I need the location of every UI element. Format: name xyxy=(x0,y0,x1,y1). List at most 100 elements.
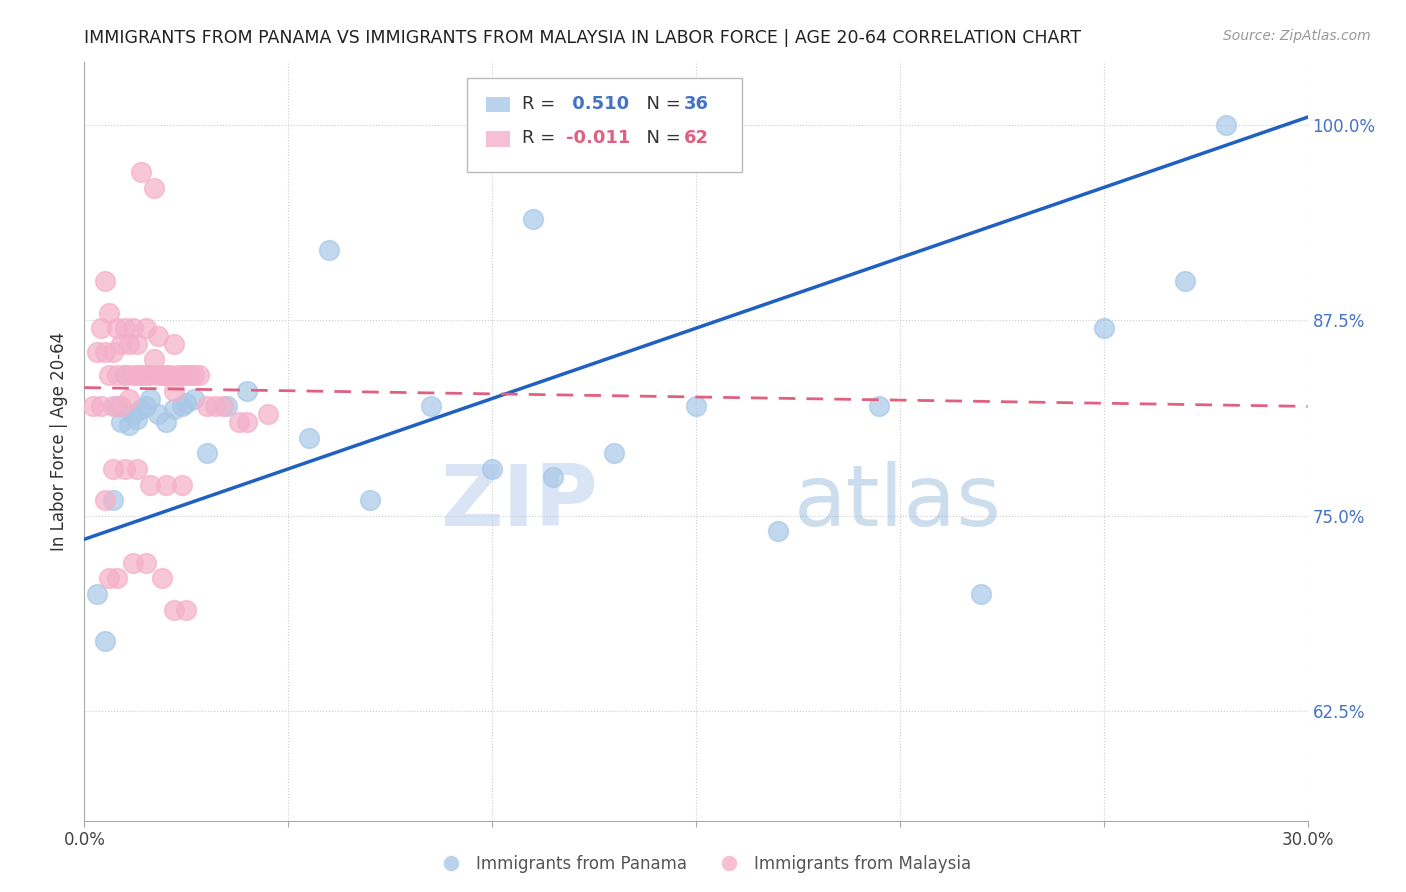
Point xyxy=(195,400,218,414)
Point xyxy=(122,556,145,570)
Point xyxy=(114,368,136,383)
Point xyxy=(420,400,443,414)
Point xyxy=(359,493,381,508)
FancyBboxPatch shape xyxy=(485,97,510,112)
Point xyxy=(217,400,239,414)
Point xyxy=(97,305,120,319)
Point xyxy=(122,368,145,383)
Text: 36: 36 xyxy=(683,95,709,113)
Point xyxy=(110,400,132,414)
Point xyxy=(603,446,626,460)
Point xyxy=(86,344,108,359)
Text: atlas: atlas xyxy=(794,460,1002,544)
Point xyxy=(122,321,145,335)
Point xyxy=(236,415,259,429)
Point xyxy=(257,407,280,421)
Point xyxy=(146,407,169,421)
Point xyxy=(138,392,160,406)
Text: ZIP: ZIP xyxy=(440,460,598,544)
FancyBboxPatch shape xyxy=(485,131,510,146)
Text: -0.011: -0.011 xyxy=(567,129,631,147)
Point xyxy=(172,477,194,491)
Point xyxy=(101,400,124,414)
Point xyxy=(138,368,160,383)
Point xyxy=(127,462,149,476)
Legend: Immigrants from Panama, Immigrants from Malaysia: Immigrants from Panama, Immigrants from … xyxy=(427,848,979,880)
Point xyxy=(122,407,145,421)
Point xyxy=(174,396,197,410)
Point xyxy=(212,400,235,414)
Point xyxy=(82,400,104,414)
Point xyxy=(204,400,226,414)
Point xyxy=(155,368,177,383)
Point xyxy=(135,368,157,383)
Point xyxy=(114,368,136,383)
Text: N =: N = xyxy=(636,129,686,147)
Text: N =: N = xyxy=(636,95,686,113)
Text: R =: R = xyxy=(522,129,561,147)
Point xyxy=(159,368,181,383)
Point xyxy=(172,368,194,383)
Point xyxy=(97,571,120,585)
Point xyxy=(150,571,173,585)
Point xyxy=(131,368,153,383)
Point xyxy=(179,368,201,383)
Point xyxy=(163,336,186,351)
Point xyxy=(127,412,149,426)
Point xyxy=(105,321,128,335)
Point xyxy=(138,477,160,491)
Point xyxy=(522,211,544,226)
Point xyxy=(101,344,124,359)
Text: Source: ZipAtlas.com: Source: ZipAtlas.com xyxy=(1223,29,1371,44)
Point xyxy=(766,524,789,539)
Point xyxy=(685,400,707,414)
Point xyxy=(97,368,120,383)
Point xyxy=(1215,118,1237,132)
Point xyxy=(118,336,141,351)
Point xyxy=(228,415,250,429)
Point xyxy=(146,368,169,383)
Point xyxy=(869,400,891,414)
Point xyxy=(195,446,218,460)
Point xyxy=(481,462,503,476)
Point xyxy=(90,400,112,414)
Point xyxy=(101,493,124,508)
Point xyxy=(970,587,993,601)
Point xyxy=(135,556,157,570)
Point xyxy=(155,477,177,491)
Point xyxy=(105,368,128,383)
Point xyxy=(86,587,108,601)
Point xyxy=(131,165,153,179)
Point xyxy=(93,274,115,288)
Text: 62: 62 xyxy=(683,129,709,147)
Point xyxy=(318,243,340,257)
Point xyxy=(167,368,190,383)
Point xyxy=(90,321,112,335)
Point xyxy=(1092,321,1115,335)
Point xyxy=(163,384,186,398)
Point xyxy=(236,384,259,398)
Point xyxy=(146,329,169,343)
Text: R =: R = xyxy=(522,95,561,113)
Point xyxy=(105,571,128,585)
Point xyxy=(298,431,321,445)
Point xyxy=(174,368,197,383)
Point xyxy=(183,392,205,406)
Point xyxy=(105,400,128,414)
Y-axis label: In Labor Force | Age 20-64: In Labor Force | Age 20-64 xyxy=(51,332,69,551)
Point xyxy=(135,321,157,335)
Point xyxy=(131,402,153,417)
Point xyxy=(110,336,132,351)
Point xyxy=(172,400,194,414)
Point xyxy=(187,368,209,383)
Point xyxy=(127,336,149,351)
Point xyxy=(93,493,115,508)
Point xyxy=(135,400,157,414)
Point xyxy=(163,602,186,616)
Point xyxy=(163,402,186,417)
Text: 0.510: 0.510 xyxy=(567,95,630,113)
Point xyxy=(114,321,136,335)
Point xyxy=(183,368,205,383)
Point xyxy=(150,368,173,383)
FancyBboxPatch shape xyxy=(467,78,742,172)
